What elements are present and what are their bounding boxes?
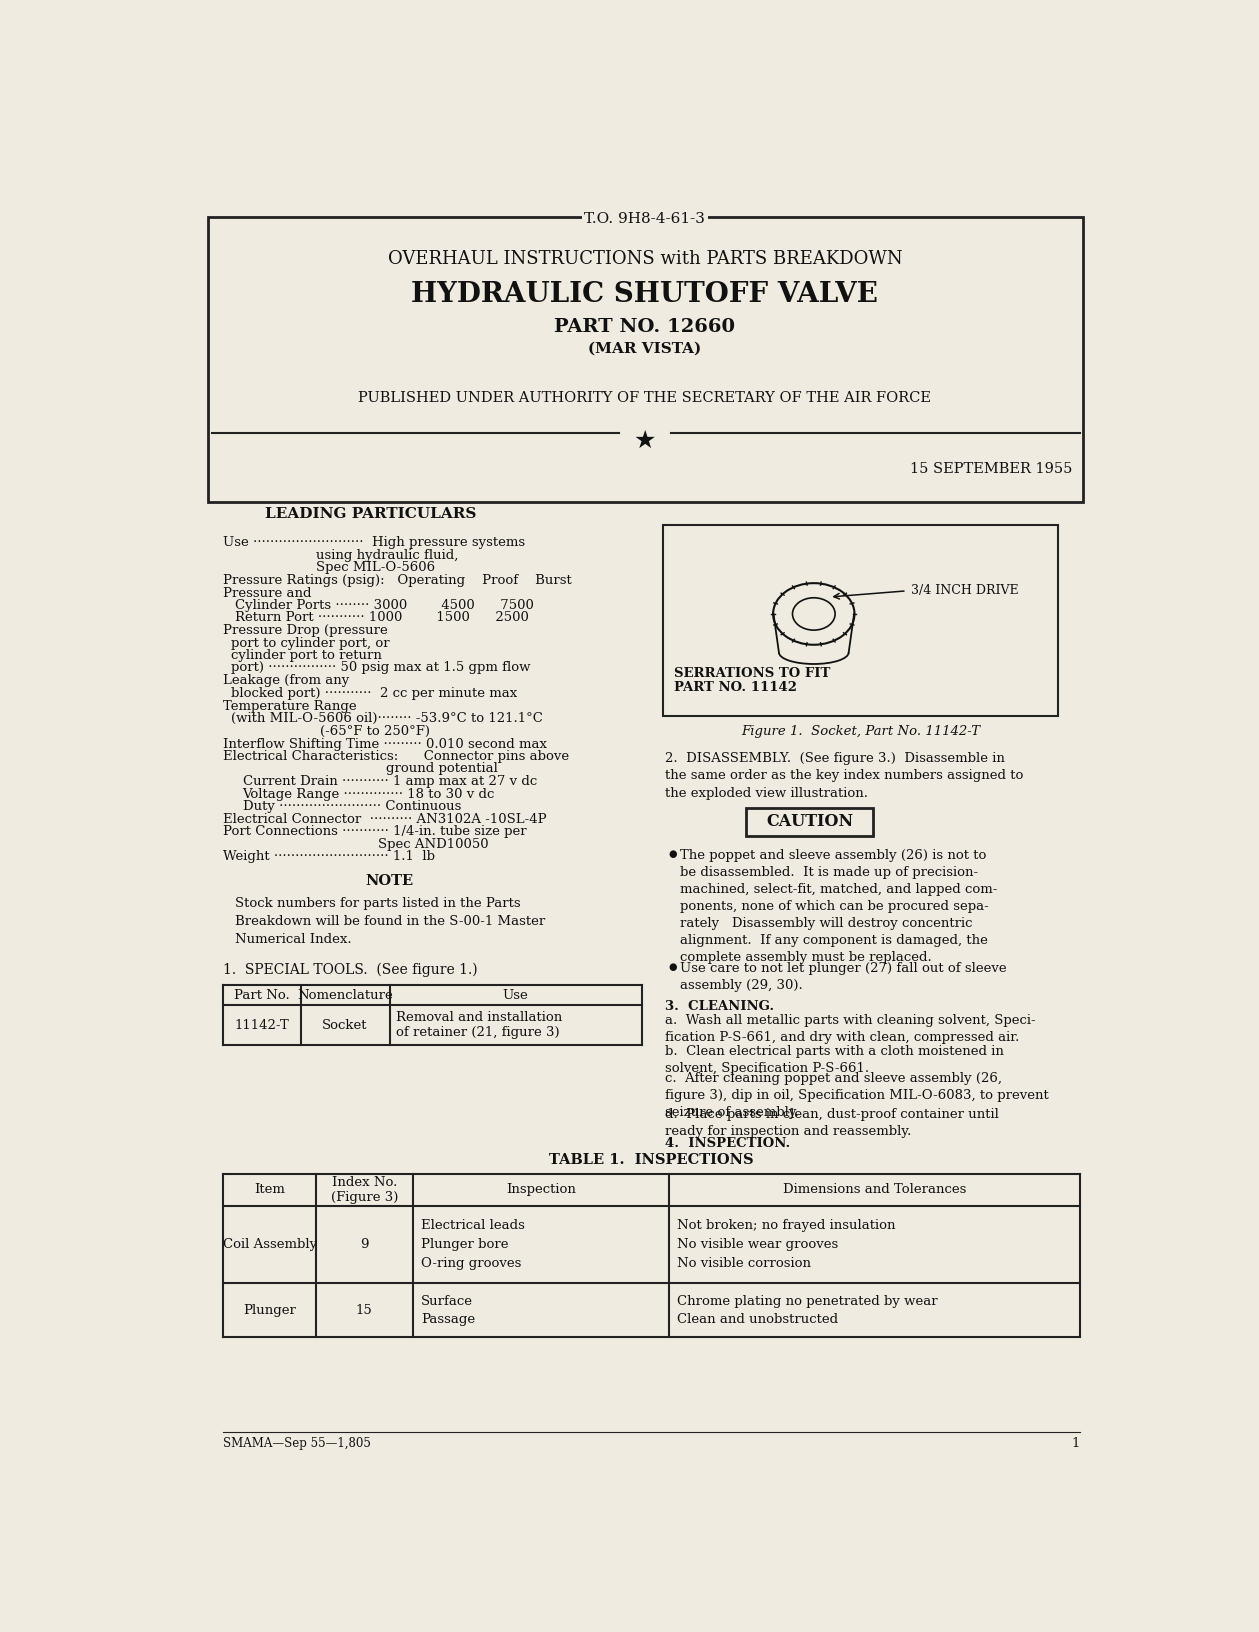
Text: Return Port ··········· 1000        1500      2500: Return Port ··········· 1000 1500 2500 (235, 612, 529, 625)
Text: b.  Clean electrical parts with a cloth moistened in
solvent, Specification P-S-: b. Clean electrical parts with a cloth m… (665, 1044, 1003, 1075)
Text: Passage: Passage (421, 1312, 475, 1325)
Text: (MAR VISTA): (MAR VISTA) (588, 341, 701, 356)
Text: using hydraulic fluid,: using hydraulic fluid, (316, 548, 458, 561)
Text: PUBLISHED UNDER AUTHORITY OF THE SECRETARY OF THE AIR FORCE: PUBLISHED UNDER AUTHORITY OF THE SECRETA… (359, 390, 932, 405)
Text: Use ··························  High pressure systems: Use ·························· High pres… (223, 535, 525, 548)
Text: port) ················ 50 psig max at 1.5 gpm flow: port) ················ 50 psig max at 1.… (230, 661, 530, 674)
Text: d.  Place parts in clean, dust-proof container until
ready for inspection and re: d. Place parts in clean, dust-proof cont… (665, 1108, 998, 1138)
Text: Pressure Drop (pressure: Pressure Drop (pressure (223, 625, 388, 638)
Text: Spec AND10050: Spec AND10050 (378, 837, 488, 850)
Text: Electrical Characteristics:      Connector pins above: Electrical Characteristics: Connector pi… (223, 749, 569, 762)
Text: ground potential: ground potential (387, 762, 497, 775)
Text: a.  Wash all metallic parts with cleaning solvent, Speci-
fication P-S-661, and : a. Wash all metallic parts with cleaning… (665, 1015, 1036, 1044)
Text: Inspection: Inspection (506, 1183, 575, 1196)
Text: 1: 1 (1071, 1436, 1080, 1449)
Text: Index No.
(Figure 3): Index No. (Figure 3) (331, 1177, 398, 1204)
Text: O-ring grooves: O-ring grooves (421, 1257, 521, 1270)
Text: PART NO. 11142: PART NO. 11142 (675, 681, 797, 694)
Text: Dimensions and Tolerances: Dimensions and Tolerances (783, 1183, 966, 1196)
Text: Stock numbers for parts listed in the Parts
Breakdown will be found in the S-00-: Stock numbers for parts listed in the Pa… (235, 896, 545, 945)
Text: The poppet and sleeve assembly (26) is not to
be disassembled.  It is made up of: The poppet and sleeve assembly (26) is n… (680, 849, 997, 965)
Text: ●: ● (669, 849, 677, 858)
Text: 15: 15 (356, 1304, 373, 1317)
Text: Removal and installation: Removal and installation (397, 1010, 563, 1023)
Text: 3/4 INCH DRIVE: 3/4 INCH DRIVE (910, 584, 1019, 597)
Text: OVERHAUL INSTRUCTIONS with PARTS BREAKDOWN: OVERHAUL INSTRUCTIONS with PARTS BREAKDO… (388, 250, 903, 268)
Text: Not broken; no frayed insulation: Not broken; no frayed insulation (676, 1219, 895, 1232)
Text: SMAMA—Sep 55—1,805: SMAMA—Sep 55—1,805 (223, 1436, 371, 1449)
Text: Current Drain ··········· 1 amp max at 27 v dc: Current Drain ··········· 1 amp max at 2… (243, 775, 536, 788)
Text: port to cylinder port, or: port to cylinder port, or (230, 636, 389, 650)
Text: blocked port) ···········  2 cc per minute max: blocked port) ··········· 2 cc per minut… (230, 687, 517, 700)
Text: Pressure Ratings (psig):   Operating    Proof    Burst: Pressure Ratings (psig): Operating Proof… (223, 574, 572, 588)
Text: Voltage Range ·············· 18 to 30 v dc: Voltage Range ·············· 18 to 30 v … (243, 788, 495, 801)
Text: Socket: Socket (322, 1018, 368, 1031)
Text: Plunger bore: Plunger bore (421, 1239, 509, 1252)
Text: Pressure and: Pressure and (223, 586, 312, 599)
Text: Chrome plating no penetrated by wear: Chrome plating no penetrated by wear (676, 1294, 937, 1307)
Text: Spec MIL-O-5606: Spec MIL-O-5606 (316, 561, 436, 574)
Text: Part No.: Part No. (234, 989, 290, 1002)
Text: (-65°F to 250°F): (-65°F to 250°F) (320, 725, 431, 738)
Text: 9: 9 (360, 1239, 369, 1252)
Text: Plunger: Plunger (243, 1304, 296, 1317)
Text: Surface: Surface (421, 1294, 473, 1307)
Text: c.  After cleaning poppet and sleeve assembly (26,
figure 3), dip in oil, Specif: c. After cleaning poppet and sleeve asse… (665, 1072, 1049, 1120)
Text: NOTE: NOTE (366, 875, 414, 888)
Text: 11142-T: 11142-T (234, 1018, 290, 1031)
Text: 4.  INSPECTION.: 4. INSPECTION. (665, 1138, 791, 1151)
Text: Cylinder Ports ········ 3000        4500      7500: Cylinder Ports ········ 3000 4500 7500 (235, 599, 534, 612)
Text: Electrical leads: Electrical leads (421, 1219, 525, 1232)
Text: PART NO. 12660: PART NO. 12660 (554, 318, 735, 336)
Text: LEADING PARTICULARS: LEADING PARTICULARS (264, 508, 476, 521)
Text: Interflow Shifting Time ········· 0.010 second max: Interflow Shifting Time ········· 0.010 … (223, 738, 548, 751)
Text: Nomenclature: Nomenclature (297, 989, 393, 1002)
Text: Use care to not let plunger (27) fall out of sleeve
assembly (29, 30).: Use care to not let plunger (27) fall ou… (680, 961, 1006, 992)
Text: Figure 1.  Socket, Part No. 11142-T: Figure 1. Socket, Part No. 11142-T (740, 725, 980, 738)
Text: Temperature Range: Temperature Range (223, 700, 356, 713)
Text: No visible wear grooves: No visible wear grooves (676, 1239, 838, 1252)
Text: cylinder port to return: cylinder port to return (230, 650, 381, 663)
Text: CAUTION: CAUTION (767, 813, 854, 831)
Text: Coil Assembly: Coil Assembly (223, 1239, 317, 1252)
Text: T.O. 9H8-4-61-3: T.O. 9H8-4-61-3 (584, 212, 705, 225)
Text: Duty ························ Continuous: Duty ························ Continuous (243, 800, 461, 813)
Text: HYDRAULIC SHUTOFF VALVE: HYDRAULIC SHUTOFF VALVE (412, 281, 879, 308)
Text: 15 SEPTEMBER 1955: 15 SEPTEMBER 1955 (909, 462, 1071, 477)
Text: 3.  CLEANING.: 3. CLEANING. (665, 1000, 774, 1013)
Text: Leakage (from any: Leakage (from any (223, 674, 350, 687)
Text: 2.  DISASSEMBLY.  (See figure 3.)  Disassemble in
the same order as the key inde: 2. DISASSEMBLY. (See figure 3.) Disassem… (665, 752, 1024, 800)
Text: (with MIL-O-5606 oil)········ -53.9°C to 121.1°C: (with MIL-O-5606 oil)········ -53.9°C to… (230, 712, 543, 725)
Text: 1.  SPECIAL TOOLS.  (See figure 1.): 1. SPECIAL TOOLS. (See figure 1.) (223, 963, 478, 978)
Text: SERRATIONS TO FIT: SERRATIONS TO FIT (675, 667, 831, 681)
Text: Item: Item (254, 1183, 286, 1196)
Text: Clean and unobstructed: Clean and unobstructed (676, 1312, 837, 1325)
Text: Port Connections ··········· 1/4-in. tube size per: Port Connections ··········· 1/4-in. tub… (223, 826, 526, 839)
Text: ●: ● (669, 961, 677, 973)
Text: Weight ··························· 1.1  lb: Weight ··························· 1.1 l… (223, 850, 436, 863)
Text: of retainer (21, figure 3): of retainer (21, figure 3) (397, 1027, 560, 1040)
Text: ★: ★ (633, 429, 656, 452)
Text: Use: Use (502, 989, 529, 1002)
Text: TABLE 1.  INSPECTIONS: TABLE 1. INSPECTIONS (549, 1152, 754, 1167)
Text: No visible corrosion: No visible corrosion (676, 1257, 811, 1270)
Text: Electrical Connector  ·········· AN3102A -10SL-4P: Electrical Connector ·········· AN3102A … (223, 813, 546, 826)
